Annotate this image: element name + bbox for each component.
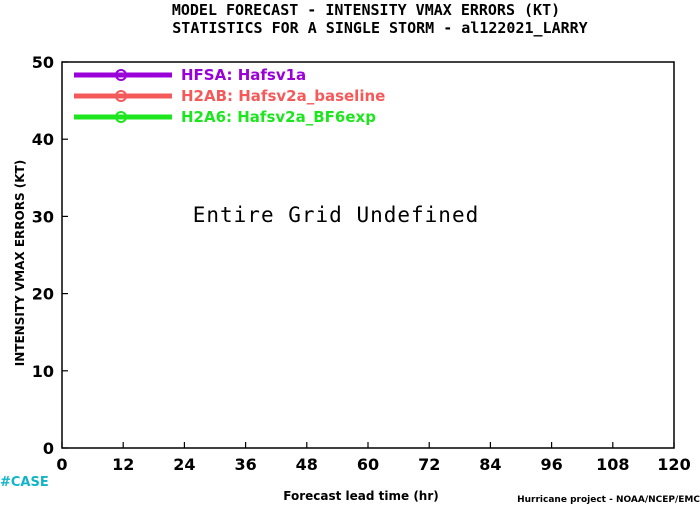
x-tick-label: 0 — [56, 455, 67, 474]
x-tick-label: 12 — [112, 455, 134, 474]
x-tick-label: 120 — [657, 455, 690, 474]
legend-marker — [115, 90, 127, 102]
legend-entry-label: H2A6: Hafsv2a_BF6exp — [181, 108, 376, 126]
chart-title: MODEL FORECAST - INTENSITY VMAX ERRORS (… — [172, 1, 560, 19]
plot-frame — [61, 61, 675, 449]
chart-subtitle: STATISTICS FOR A SINGLE STORM - al122021… — [172, 19, 587, 37]
legend-entry-label: HFSA: Hafsv1a — [181, 66, 306, 84]
legend: HFSA: Hafsv1a H2AB: Hafsv2a_baseline H2A6:… — [74, 66, 385, 126]
y-axis-label: INTENSITY VMAX ERRORS (KT) — [13, 160, 27, 366]
legend-entry-label: H2AB: Hafsv2a_baseline — [181, 87, 385, 105]
x-axis-label: Forecast lead time (hr) — [283, 489, 439, 503]
y-tick-label: 50 — [32, 53, 54, 72]
y-tick-label: 30 — [32, 207, 54, 226]
x-tick-label: 48 — [296, 455, 318, 474]
y-tick-label: 0 — [43, 439, 54, 458]
credit-text: Hurricane project - NOAA/NCEP/EMC — [517, 495, 700, 505]
case-label: #CASE — [0, 475, 49, 490]
x-tick-label: 108 — [596, 455, 629, 474]
y-tick-label: 20 — [32, 285, 54, 304]
y-tick-label: 10 — [32, 362, 54, 381]
x-tick-label: 36 — [234, 455, 256, 474]
axis-ticks: 0 12 24 36 48 60 72 84 96 108 120 0 10 20 30 40 50 — [32, 53, 691, 474]
x-tick-label: 84 — [479, 455, 501, 474]
x-tick-label: 96 — [540, 455, 562, 474]
grid-undefined-message: Entire Grid Undefined — [193, 203, 480, 227]
x-tick-label: 72 — [418, 455, 440, 474]
legend-marker — [115, 69, 127, 81]
legend-marker — [115, 111, 127, 123]
y-tick-label: 40 — [32, 130, 54, 149]
x-tick-label: 24 — [173, 455, 195, 474]
x-tick-label: 60 — [357, 455, 379, 474]
